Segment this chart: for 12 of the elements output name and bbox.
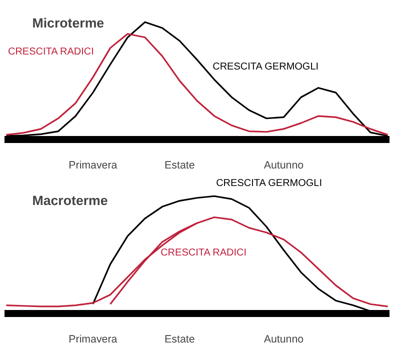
chart-title: Macroterme <box>32 192 108 208</box>
series-label: CRESCITA RADICI <box>160 247 247 258</box>
x-tick-label: Estate <box>164 160 195 172</box>
x-tick-label: Primavera <box>68 160 118 172</box>
x-tick-label: Primavera <box>68 334 118 346</box>
x-tick-label: Autunno <box>264 334 304 346</box>
series-label: CRESCITA GERMOGLI <box>216 178 322 190</box>
series-label: CRESCITA GERMOGLI <box>212 62 319 73</box>
x-tick-label: Autunno <box>264 160 304 172</box>
series-label: CRESCITA RADICI <box>8 46 94 58</box>
x-tick-label: Estate <box>164 334 195 346</box>
chart-title: Microterme <box>32 15 104 30</box>
